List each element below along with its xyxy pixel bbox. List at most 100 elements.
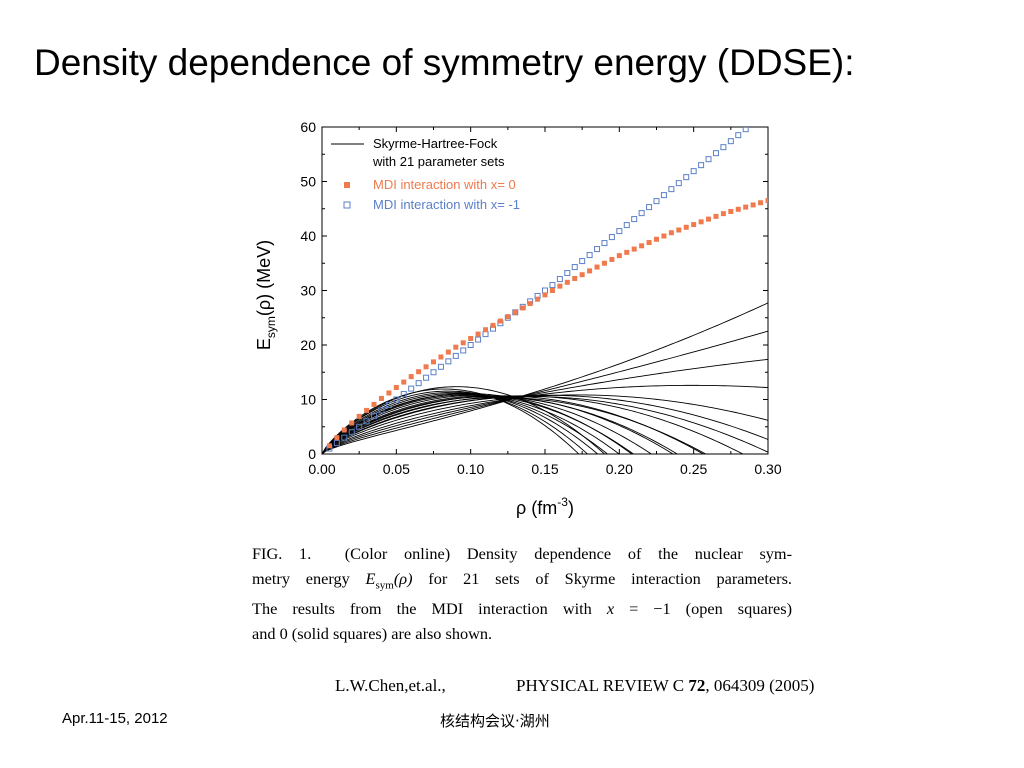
mdi-x-minus1-point [371,412,378,419]
mdi-x0-point [720,211,726,217]
mdi-x0-point [341,427,347,433]
mdi-x0-point [371,401,377,407]
mdi-x0-point [460,340,466,346]
mdi-x0-point [356,413,362,419]
mdi-x-minus1-point [415,380,422,387]
mdi-x-minus1-point [727,138,734,145]
caption-fig-number: FIG. 1. [252,544,312,563]
mdi-x-minus1-point [705,156,712,163]
skyrme-curve-19 [322,358,768,454]
skyrme-curve-8 [322,392,609,454]
mdi-x0-point [579,272,585,278]
caption-esym: E [365,568,376,588]
mdi-x0-point [527,301,533,307]
y-axis-label: Esym(ρ) (MeV) [254,240,278,350]
axis-ticks: 0.00 0.05 0.10 0.15 0.20 0.25 0.30 0 10 20 30 40 50 6… [300,119,781,477]
y-tick-label: 60 [300,119,316,135]
mdi-x0-point [758,200,764,206]
caption-text-3a: The results from the MDI interaction wit… [252,599,607,619]
mdi-x-minus1-point [631,216,638,223]
legend-skyrme-label-1: Skyrme-Hartree-Fock [373,136,498,151]
skyrme-curve-10 [322,390,589,454]
caption-line-2: metry energy Esym(ρ) for 21 sets of Skyr… [252,567,792,598]
mdi-x0-point [453,344,459,350]
mdi-x0-point [326,443,332,449]
mdi-x0-point [661,233,667,239]
mdi-x-minus1-point [482,331,489,338]
caption-text-2b: for 21 sets of Skyrme interaction parame… [412,568,792,588]
mdi-x-minus1-point [378,407,385,414]
skyrme-curve-18 [322,384,768,454]
caption-text-3b: = −1 (open squares) [614,599,792,619]
mdi-x-minus1-point [400,391,407,398]
mdi-x-minus1-point [608,234,615,241]
mdi-x-minus1-point [445,358,452,365]
mdi-x-minus1-point [735,132,742,139]
mdi-x-minus1-point [423,374,430,381]
mdi-x-minus1-point [751,121,756,126]
mdi-x0-point [431,359,436,365]
mdi-x0-point [698,219,704,225]
mdi-x0-point [743,204,749,210]
mdi-x0-point [334,435,340,441]
mdi-x-minus1-point [475,336,482,343]
mdi-x0-point [490,322,496,328]
mdi-x0-point [386,390,392,396]
legend-mdi0-label: MDI interaction with x= 0 [373,177,516,192]
caption-text-1: (Color online) Density dependence of the… [344,544,793,563]
mdi-x0-point [497,318,503,324]
y-tick-label: 10 [300,392,316,408]
mdi-x-minus1-point [542,287,548,294]
mdi-x-minus1-point [601,240,608,247]
mdi-x-minus1-point [660,192,667,199]
x-tick-label: 0.10 [457,461,484,477]
mdi-x0-point [445,349,451,355]
mdi-x0-point [706,216,712,222]
mdi-x0-point [393,385,399,391]
mdi-x-minus1-point [594,246,601,253]
x-tick-label: 0.30 [754,461,781,477]
mdi-x-minus1-point [616,228,623,235]
mdi-x0-point [423,364,429,370]
mdi-x0-point [572,276,578,282]
mdi-x-minus1-point [668,186,675,193]
mdi-x-minus1-point [586,252,593,259]
skyrme-curve-3 [322,395,705,454]
mdi-x-minus1-point [356,423,363,430]
mdi-x-minus1-point [437,363,444,370]
mdi-x-minus1-point [385,401,392,408]
mdi-x0-point [735,206,741,212]
mdi-x-minus1-point [348,429,355,436]
mdi-x-minus1-point [720,144,727,151]
mdi-x-minus1-point [430,369,437,376]
mdi-x0-point [564,279,570,285]
mdi-x0-point [535,296,541,302]
mdi-x0-point [505,314,511,320]
mdi-x0-point [378,395,384,401]
footer-date: Apr.11-15, 2012 [62,710,168,727]
mdi-x-minus1-point [564,270,571,277]
mdi-x0-point [364,407,370,413]
mdi-x0-point [520,305,526,311]
caption-esym-sub: sym [375,578,394,591]
mdi-x0-point [750,202,756,208]
mdi-x0-point [683,224,689,230]
mdi-x-minus1-point [363,418,370,425]
mdi-x0-point [475,331,481,337]
mdi-x0-point [416,369,422,375]
skyrme-curve-6 [322,394,635,454]
mdi-x0-point [483,327,489,333]
legend-mdi0-marker [344,182,350,188]
mdi-x-minus1-point [549,282,556,289]
slide-title: Density dependence of symmetry energy (D… [34,42,855,83]
mdi-x0-point [654,236,659,242]
mdi-x0-point [512,309,518,315]
mdi-x-minus1-point [690,168,697,175]
mdi-x0-point [557,283,563,289]
mdi-x0-point [594,264,600,270]
legend-mdi1-label: MDI interaction with x= -1 [373,197,520,212]
mdi-x-minus1-point [467,342,474,348]
caption-line-4: and 0 (solid squares) are also shown. [252,623,493,643]
caption-rho: (ρ) [393,568,413,588]
mdi-x-minus1-point [333,440,340,447]
